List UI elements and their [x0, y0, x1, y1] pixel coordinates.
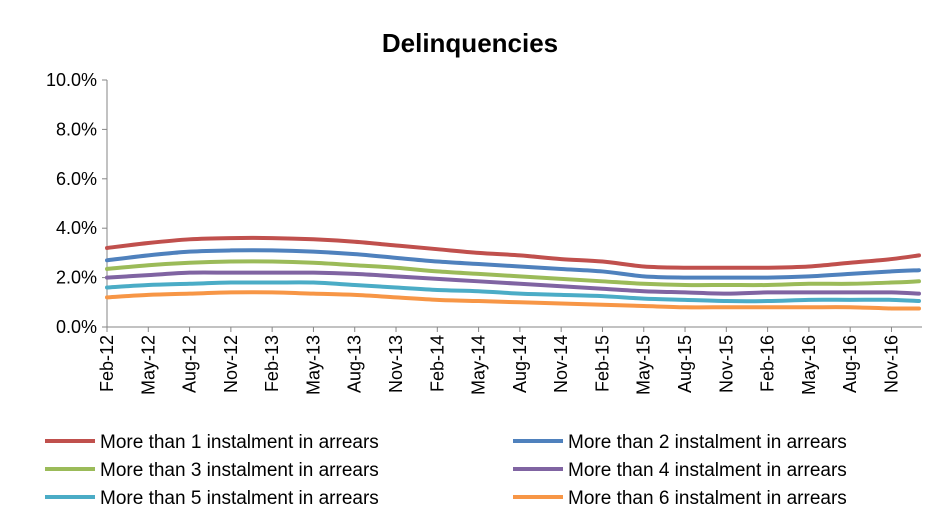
y-axis-ticks: 0.0% 2.0% 4.0% 6.0% 8.0% 10.0% — [46, 70, 107, 337]
legend-item-1: More than 1 instalment in arrears — [45, 432, 379, 453]
x-tick-label: May-15 — [634, 335, 654, 395]
y-tick-label: 4.0% — [56, 218, 97, 238]
x-tick-label: Nov-16 — [881, 335, 901, 393]
x-tick-label: Aug-15 — [675, 335, 695, 393]
legend-label: More than 6 instalment in arrears — [568, 488, 847, 509]
legend-item-2: More than 2 instalment in arrears — [513, 432, 847, 453]
x-tick-label: Nov-14 — [551, 335, 571, 393]
legend-label: More than 3 instalment in arrears — [100, 460, 379, 481]
y-tick-label: 0.0% — [56, 317, 97, 337]
x-axis-ticks: Feb-12 May-12 Aug-12 Nov-12 Feb-13 May-13 Aug-… — [97, 327, 901, 395]
x-tick-label: Nov-15 — [716, 335, 736, 393]
series-line-2 — [105, 248, 921, 280]
y-tick-label: 6.0% — [56, 169, 97, 189]
legend-label: More than 2 instalment in arrears — [568, 432, 847, 453]
x-tick-label: Feb-16 — [758, 335, 778, 392]
x-tick-label: Feb-12 — [97, 335, 117, 392]
y-tick-label: 8.0% — [56, 119, 97, 139]
legend-label: More than 5 instalment in arrears — [100, 488, 379, 509]
x-tick-label: Aug-12 — [180, 335, 200, 393]
x-tick-label: Feb-14 — [427, 335, 447, 392]
x-tick-label: May-16 — [799, 335, 819, 395]
x-tick-label: Aug-14 — [510, 335, 530, 393]
x-tick-label: Aug-16 — [840, 335, 860, 393]
y-tick-label: 2.0% — [56, 268, 97, 288]
legend-item-4: More than 4 instalment in arrears — [513, 460, 847, 481]
x-tick-label: May-13 — [303, 335, 323, 395]
x-tick-label: Nov-12 — [221, 335, 241, 393]
x-tick-label: Feb-15 — [592, 335, 612, 392]
x-tick-label: Feb-13 — [262, 335, 282, 392]
series-line-1 — [105, 235, 921, 270]
legend-label: More than 1 instalment in arrears — [100, 432, 379, 453]
y-tick-label: 10.0% — [46, 70, 97, 90]
x-tick-label: May-12 — [138, 335, 158, 395]
legend-item-3: More than 3 instalment in arrears — [45, 460, 379, 481]
legend-item-6: More than 6 instalment in arrears — [513, 488, 847, 509]
x-tick-label: Aug-13 — [345, 335, 365, 393]
legend-label: More than 4 instalment in arrears — [568, 460, 847, 481]
series-line-3 — [105, 259, 921, 288]
series-line-5 — [105, 280, 921, 304]
series-line-4 — [105, 270, 921, 296]
axes — [106, 80, 922, 328]
x-tick-label: Nov-13 — [386, 335, 406, 393]
legend: More than 1 instalment in arrears More th… — [45, 432, 847, 509]
x-tick-label: May-14 — [469, 335, 489, 395]
chart-title: Delinquencies — [382, 28, 558, 58]
series-line-6 — [105, 290, 921, 311]
series-lines — [105, 235, 921, 311]
legend-item-5: More than 5 instalment in arrears — [45, 488, 379, 509]
